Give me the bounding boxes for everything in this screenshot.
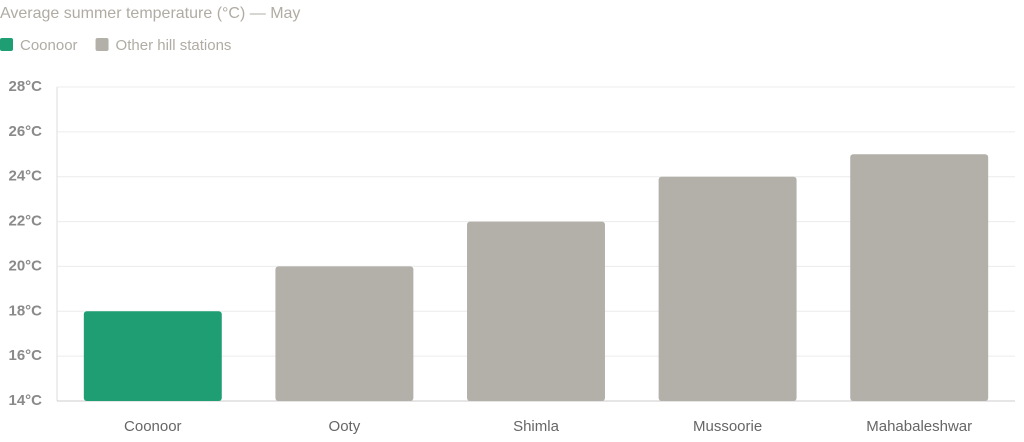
y-tick-label: 16°C [8, 347, 42, 364]
legend-label: Other hill stations [116, 37, 232, 54]
x-tick-label: Ooty [329, 418, 361, 435]
x-tick-label: Mahabaleshwar [866, 418, 972, 435]
bar [467, 221, 605, 401]
x-tick-label: Coonoor [124, 418, 182, 435]
bar [275, 266, 414, 401]
legend-swatch [0, 38, 13, 51]
y-tick-label: 22°C [8, 213, 42, 230]
y-tick-label: 14°C [8, 392, 42, 409]
y-tick-label: 26°C [8, 123, 42, 140]
bar [850, 154, 989, 401]
legend-swatch [95, 38, 109, 51]
y-tick-label: 18°C [8, 302, 42, 319]
x-tick-label: Mussoorie [693, 418, 762, 435]
bar [83, 311, 222, 401]
y-tick-label: 24°C [8, 168, 42, 185]
y-tick-label: 20°C [8, 257, 42, 274]
chart-title: Average summer temperature (°C) — May [0, 5, 300, 22]
x-tick-label: Shimla [513, 418, 560, 435]
y-tick-label: 28°C [8, 78, 42, 95]
legend-label: Coonoor [20, 37, 78, 54]
bar [658, 176, 797, 401]
